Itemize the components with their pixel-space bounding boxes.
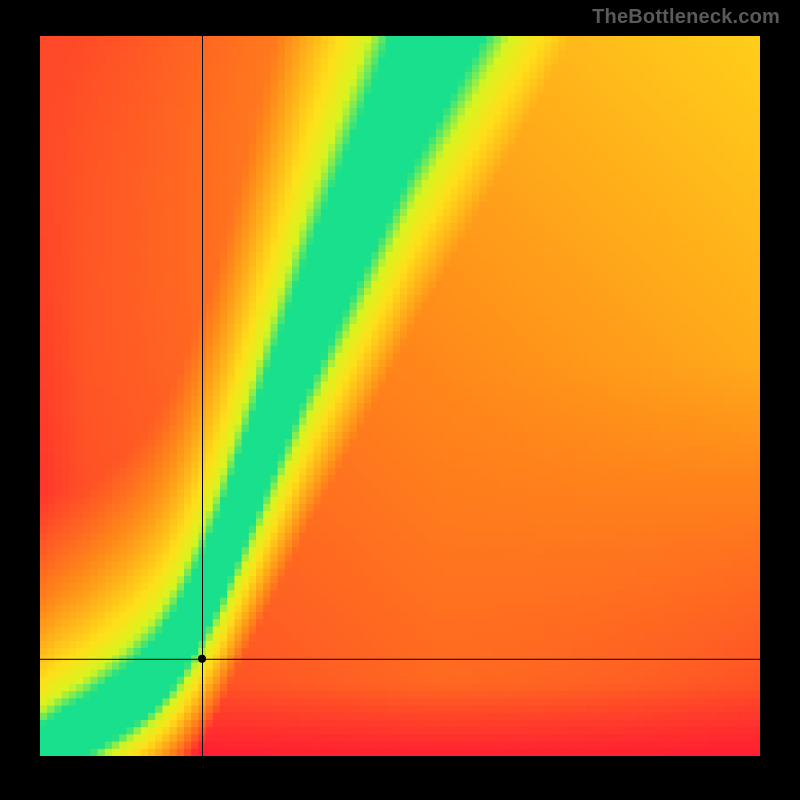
watermark-text: TheBottleneck.com: [592, 6, 780, 29]
chart-container: TheBottleneck.com: [0, 0, 800, 800]
heatmap-canvas: [40, 36, 760, 756]
plot-area: [40, 36, 760, 756]
